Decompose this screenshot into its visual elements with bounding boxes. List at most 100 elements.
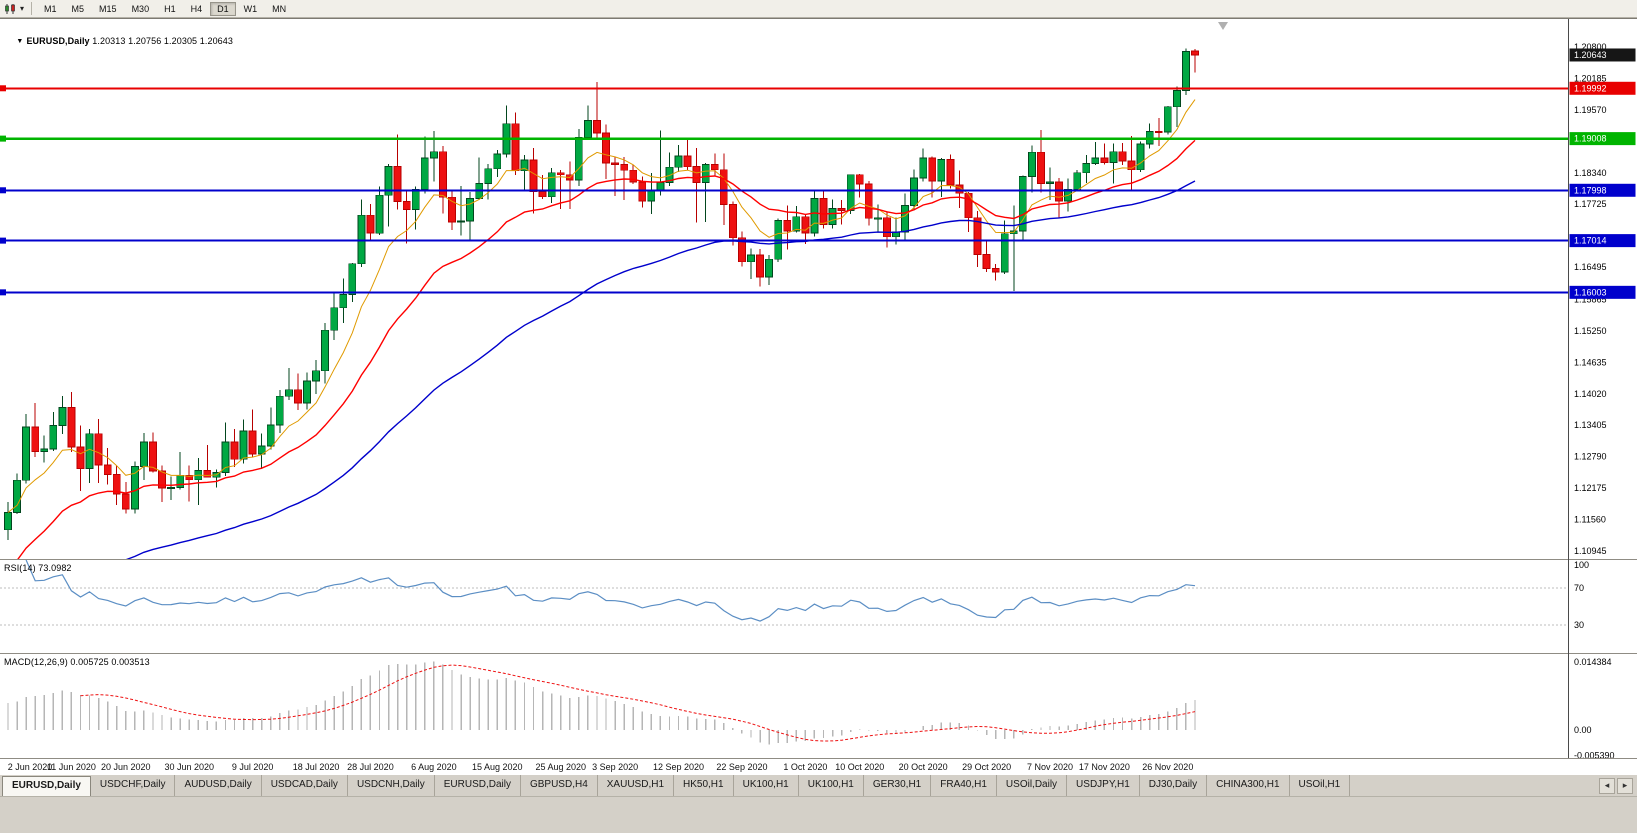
macd-indicator-label: MACD(12,26,9) 0.005725 0.003513: [4, 657, 150, 667]
collapse-arrow-icon[interactable]: ▼: [16, 38, 24, 45]
chart-tab-bar: EURUSD,Daily USDCHF,Daily AUDUSD,Daily USDC…: [0, 774, 1637, 796]
chart-canvas[interactable]: 1.20800 1.20185 1.19570 1.18340 1.17725 1.164…: [0, 19, 1637, 774]
svg-text:100: 100: [1574, 560, 1589, 570]
timeframe-button-m1[interactable]: M1: [37, 2, 64, 16]
chart-type-dropdown-icon[interactable]: ▾: [20, 4, 25, 13]
rsi-line: [25, 560, 1196, 622]
ma-fast-line: [7, 99, 1196, 513]
svg-text:22 Sep 2020: 22 Sep 2020: [716, 762, 767, 772]
chart-tab[interactable]: AUDUSD,Daily: [175, 775, 262, 796]
chart-title: ▼ EURUSD,Daily 1.20313 1.20756 1.20305 1.…: [6, 26, 233, 56]
svg-text:1.19992: 1.19992: [1574, 83, 1607, 93]
timeframe-buttons-group: M1 M5 M15 M30 H1 H4 D1 W1 MN: [37, 1, 293, 16]
svg-text:2 Jun 2020: 2 Jun 2020: [8, 762, 53, 772]
svg-text:20 Oct 2020: 20 Oct 2020: [899, 762, 948, 772]
svg-text:26 Nov 2020: 26 Nov 2020: [1142, 762, 1193, 772]
svg-text:11 Jun 2020: 11 Jun 2020: [47, 762, 96, 772]
svg-text:1.20185: 1.20185: [1574, 73, 1607, 83]
chart-tab[interactable]: UK100,H1: [798, 775, 864, 796]
svg-text:1.14635: 1.14635: [1574, 357, 1607, 367]
chart-tab[interactable]: HK50,H1: [674, 775, 734, 796]
svg-text:1.16003: 1.16003: [1574, 287, 1607, 297]
svg-text:0.014384: 0.014384: [1574, 657, 1612, 667]
svg-text:1.16495: 1.16495: [1574, 262, 1607, 272]
price-axis[interactable]: 1.20800 1.20185 1.19570 1.18340 1.17725 1.164…: [1569, 42, 1636, 556]
svg-text:1.20800: 1.20800: [1574, 42, 1607, 52]
chart-tab[interactable]: USDCNH,Daily: [347, 775, 435, 796]
svg-text:3 Sep 2020: 3 Sep 2020: [592, 762, 638, 772]
timeframe-button-h1[interactable]: H1: [157, 2, 183, 16]
timeframe-button-m30[interactable]: M30: [125, 2, 157, 16]
main-price-panel: [0, 48, 1568, 559]
chart-tab[interactable]: GBPUSD,H4: [520, 775, 598, 796]
chart-tab[interactable]: USDJPY,H1: [1067, 775, 1140, 796]
chart-window: 1.20800 1.20185 1.19570 1.18340 1.17725 1.164…: [0, 18, 1637, 774]
chart-tab[interactable]: USDCHF,Daily: [90, 775, 176, 796]
svg-text:-0.005390: -0.005390: [1574, 750, 1615, 760]
candlestick-series: [4, 48, 1199, 541]
svg-text:9 Jul 2020: 9 Jul 2020: [232, 762, 274, 772]
svg-text:17 Nov 2020: 17 Nov 2020: [1079, 762, 1130, 772]
svg-text:1.17725: 1.17725: [1574, 199, 1607, 209]
timeframe-button-mn[interactable]: MN: [265, 2, 293, 16]
chart-tab[interactable]: FRA40,H1: [931, 775, 997, 796]
candlestick-chart-type-icon[interactable]: [3, 2, 17, 15]
chart-tab[interactable]: EURUSD,Daily: [2, 776, 91, 796]
toolbar-separator: [31, 2, 33, 15]
timeframe-button-w1[interactable]: W1: [237, 2, 265, 16]
tab-scroll-right-icon[interactable]: ▸: [1617, 777, 1633, 794]
svg-text:1.15250: 1.15250: [1574, 326, 1607, 336]
svg-text:1.10945: 1.10945: [1574, 546, 1607, 556]
svg-text:1.18340: 1.18340: [1574, 168, 1607, 178]
price-badge: [1569, 285, 1636, 299]
macd-histogram: [7, 661, 1196, 745]
tab-scrollers: ◂ ▸: [1595, 775, 1637, 796]
timeframe-button-h4[interactable]: H4: [184, 2, 210, 16]
svg-text:1.17014: 1.17014: [1574, 236, 1607, 246]
window-background-filler: [0, 796, 1637, 833]
chart-symbol-label: EURUSD,Daily: [26, 36, 90, 46]
chart-tab[interactable]: XAUUSD,H1: [597, 775, 675, 796]
chart-tab[interactable]: USOil,H1: [1289, 775, 1351, 796]
timeframe-button-d1[interactable]: D1: [210, 1, 236, 16]
chart-tab[interactable]: EURUSD,Daily: [434, 775, 521, 796]
svg-text:6 Aug 2020: 6 Aug 2020: [411, 762, 457, 772]
chart-tab[interactable]: USOil,Daily: [996, 775, 1068, 796]
svg-text:1.13405: 1.13405: [1574, 420, 1607, 430]
chart-shift-marker-icon: [1218, 22, 1228, 30]
svg-text:0.00: 0.00: [1574, 725, 1592, 735]
svg-text:15 Aug 2020: 15 Aug 2020: [472, 762, 523, 772]
price-badge: [1569, 81, 1636, 95]
chart-tabs-group: EURUSD,Daily USDCHF,Daily AUDUSD,Daily USDC…: [2, 775, 1351, 796]
chart-tab[interactable]: USDCAD,Daily: [261, 775, 348, 796]
svg-text:7 Nov 2020: 7 Nov 2020: [1027, 762, 1073, 772]
price-badge: [1569, 183, 1636, 197]
ma-mid-line: [17, 139, 1196, 559]
svg-text:30: 30: [1574, 620, 1584, 630]
svg-text:29 Oct 2020: 29 Oct 2020: [962, 762, 1011, 772]
svg-text:12 Sep 2020: 12 Sep 2020: [653, 762, 704, 772]
timeframe-button-m15[interactable]: M15: [92, 2, 124, 16]
price-badge: [1569, 132, 1636, 146]
timeframe-button-m5[interactable]: M5: [65, 2, 92, 16]
svg-text:1 Oct 2020: 1 Oct 2020: [783, 762, 827, 772]
svg-text:10 Oct 2020: 10 Oct 2020: [835, 762, 884, 772]
svg-text:28 Jul 2020: 28 Jul 2020: [347, 762, 394, 772]
svg-text:1.20643: 1.20643: [1574, 50, 1607, 60]
timeframe-toolbar: ▾ M1 M5 M15 M30 H1 H4 D1 W1 MN: [0, 0, 1637, 18]
svg-text:1.12790: 1.12790: [1574, 452, 1607, 462]
tab-scroll-left-icon[interactable]: ◂: [1599, 777, 1615, 794]
svg-text:1.17998: 1.17998: [1574, 185, 1607, 195]
svg-text:1.19570: 1.19570: [1574, 105, 1607, 115]
svg-text:1.15865: 1.15865: [1574, 294, 1607, 304]
rsi-indicator-label: RSI(14) 73.0982: [4, 563, 72, 573]
chart-tab[interactable]: UK100,H1: [733, 775, 799, 796]
svg-text:30 Jun 2020: 30 Jun 2020: [164, 762, 214, 772]
chart-tab[interactable]: DJ30,Daily: [1139, 775, 1208, 796]
svg-text:70: 70: [1574, 583, 1584, 593]
svg-text:18 Jul 2020: 18 Jul 2020: [293, 762, 340, 772]
chart-ohlc-values: 1.20313 1.20756 1.20305 1.20643: [92, 36, 233, 46]
chart-tab[interactable]: GER30,H1: [863, 775, 932, 796]
chart-tab[interactable]: CHINA300,H1: [1207, 775, 1290, 796]
